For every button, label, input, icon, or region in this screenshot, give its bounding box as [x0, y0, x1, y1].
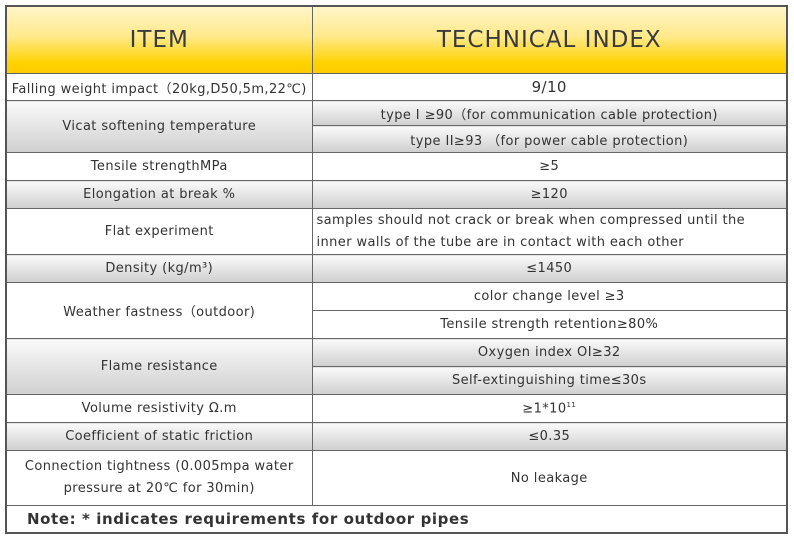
header-item: ITEM	[5, 5, 313, 74]
exponent: 11	[566, 400, 577, 409]
item-cell: Flat experiment	[5, 208, 313, 255]
item-cell: Elongation at break %	[5, 180, 313, 209]
header-technical-index: TECHNICAL INDEX	[311, 5, 788, 74]
value-cell: samples should not crack or break when c…	[311, 208, 788, 255]
value-cell: ≤1450	[311, 254, 788, 283]
item-cell: Vicat softening temperature	[5, 100, 313, 153]
table-row: Tensile strengthMPa ≥5	[5, 152, 788, 181]
note-row: Note: * indicates requirements for outdo…	[5, 505, 788, 533]
item-cell: Coefficient of static friction	[5, 422, 313, 451]
table-row: Tensile strength retention≥80%	[6, 310, 788, 339]
table-row: Falling weight impact（20kg,D50,5m,22℃) 9/…	[5, 73, 788, 101]
value-cell: type I ≥90（for communication cable prote…	[311, 100, 788, 126]
value-cell: ≥5	[311, 152, 788, 181]
table-row: Coefficient of static friction ≤0.35	[5, 422, 788, 451]
item-cell: Volume resistivity Ω.m	[5, 394, 313, 423]
table-row: Weather fastness（outdoor) color change le…	[5, 282, 788, 339]
table-row: Vicat softening temperature type I ≥90（fo…	[5, 100, 788, 153]
item-cell: Connection tightness (0.005mpa water pre…	[5, 450, 313, 506]
item-cell: Density (kg/m³)	[5, 254, 313, 283]
value-cell: ≤0.35	[311, 422, 788, 451]
technical-table: ITEM TECHNICAL INDEX Falling weight impa…	[5, 5, 788, 534]
table-row: Flat experiment samples should not crack …	[5, 208, 788, 255]
item-cell: Tensile strengthMPa	[5, 152, 313, 181]
table-row: Density (kg/m³) ≤1450	[5, 254, 788, 283]
value-text: ≥1*10	[522, 401, 567, 417]
value-cell: 9/10	[311, 73, 788, 101]
item-cell: Falling weight impact（20kg,D50,5m,22℃)	[5, 73, 313, 101]
value-cell: color change level ≥3	[311, 282, 788, 311]
table-row: Self-extinguishing time≤30s	[6, 366, 788, 395]
note: Note: * indicates requirements for outdo…	[5, 505, 788, 533]
header-row: ITEM TECHNICAL INDEX	[5, 5, 788, 74]
table-row: Volume resistivity Ω.m ≥1*1011	[5, 394, 788, 423]
value-cell: ≥120	[311, 180, 788, 209]
table-row: Flame resistance Oxygen index OI≥32	[5, 338, 788, 395]
value-cell: ≥1*1011	[311, 394, 788, 423]
item-cell: Weather fastness（outdoor)	[5, 282, 313, 339]
value-cell: Oxygen index OI≥32	[311, 338, 788, 367]
value-cell: No leakage	[311, 450, 788, 506]
item-cell: Flame resistance	[5, 338, 313, 395]
value-cell: Self-extinguishing time≤30s	[311, 366, 788, 395]
value-cell: type II≥93 （for power cable protection)	[311, 125, 788, 153]
table-row: Elongation at break % ≥120	[5, 180, 788, 209]
table-row: Connection tightness (0.005mpa water pre…	[5, 450, 788, 506]
table-row: type II≥93 （for power cable protection)	[6, 125, 788, 153]
value-cell: Tensile strength retention≥80%	[311, 310, 788, 339]
